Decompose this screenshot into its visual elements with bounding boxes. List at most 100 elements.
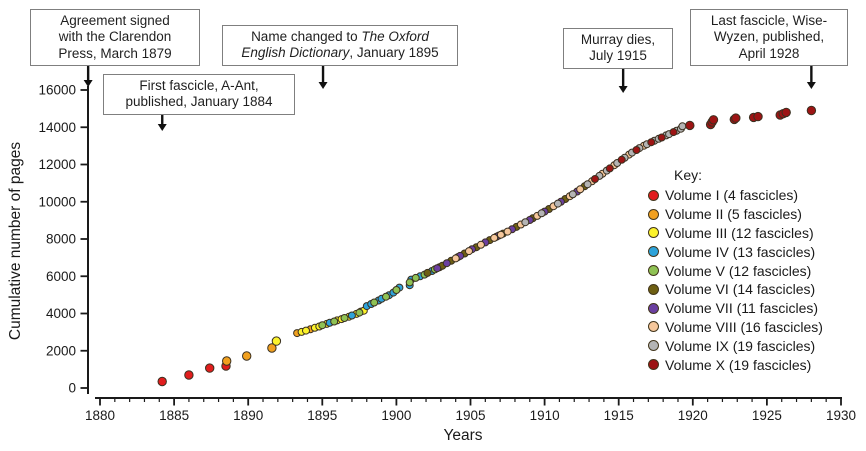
legend-dot-icon xyxy=(648,208,659,220)
x-tick-label: 1930 xyxy=(826,408,856,423)
legend-label: Volume V (12 fascicles) xyxy=(665,262,812,279)
annotation-italic-segment: English Dictionary xyxy=(241,45,350,61)
legend-row-vol-8: Volume VIII (16 fascicles) xyxy=(648,318,823,337)
legend-dot-icon xyxy=(648,189,659,201)
data-point-vol-1 xyxy=(205,363,215,373)
annotation-text-line: English Dictionary, January 1895 xyxy=(227,45,453,61)
data-point-vol-1 xyxy=(157,376,167,387)
data-point-vol-5 xyxy=(318,321,327,330)
data-point-vol-10 xyxy=(731,113,741,123)
legend-dot-icon xyxy=(648,302,659,314)
data-point-vol-10 xyxy=(605,164,614,173)
annotation-box-3: Name changed to The Oxford English Dictio… xyxy=(222,25,458,66)
data-point-vol-5 xyxy=(355,308,364,317)
annotation-text-line: Wyzen, published, xyxy=(695,29,843,45)
annotation-segment: Murray dies, xyxy=(580,32,656,47)
annotation-segment: with the Clarendon xyxy=(58,29,172,45)
data-point-vol-10 xyxy=(669,128,678,137)
x-tick-label: 1920 xyxy=(678,408,708,423)
annotation-text-line: Press, March 1879 xyxy=(35,46,195,62)
data-point-vol-9 xyxy=(568,190,577,199)
data-point-vol-9 xyxy=(537,209,546,218)
annotation-text-line: Agreement signed xyxy=(35,13,195,29)
annotation-box-2: First fascicle, A-Ant, published, January… xyxy=(103,74,295,115)
x-tick-label: 1885 xyxy=(159,408,189,423)
legend-dot-icon xyxy=(648,227,659,239)
data-point-vol-8 xyxy=(476,240,485,249)
annotation-arrow-head xyxy=(318,82,328,89)
data-point-vol-6 xyxy=(423,268,432,277)
data-point-vol-5 xyxy=(405,278,414,287)
annotation-segment: First fascicle, A-Ant, xyxy=(139,78,259,93)
annotation-segment: Last fascicle, Wise- xyxy=(710,13,828,28)
y-tick-label: 4000 xyxy=(46,306,76,321)
x-tick-label: 1880 xyxy=(85,408,115,423)
annotation-arrow-head xyxy=(618,86,628,93)
x-tick-label: 1910 xyxy=(530,408,560,423)
y-tick-label: 14000 xyxy=(38,120,76,135)
data-point-vol-1 xyxy=(184,370,194,380)
annotation-segment: , January 1895 xyxy=(349,45,439,61)
data-point-vol-5 xyxy=(370,298,379,307)
x-tick-label: 1900 xyxy=(381,408,411,423)
data-point-vol-10 xyxy=(753,111,763,122)
y-tick-label: 6000 xyxy=(46,269,76,284)
legend-dot-icon xyxy=(648,265,659,277)
data-point-vol-8 xyxy=(451,254,460,263)
legend-label: Volume IV (13 fascicles) xyxy=(665,243,816,260)
data-point-vol-8 xyxy=(496,230,505,239)
legend-row-vol-2: Volume II (5 fascicles) xyxy=(648,205,823,224)
annotation-text-line: with the Clarendon xyxy=(35,29,195,45)
legend-dot-icon xyxy=(648,359,659,371)
data-point-vol-9 xyxy=(678,122,687,131)
legend-dot-icon xyxy=(648,246,659,258)
annotation-segment: April 1928 xyxy=(738,45,800,61)
data-point-vol-7 xyxy=(442,259,451,268)
data-point-vol-5 xyxy=(382,292,390,301)
annotation-text-line: Murray dies, xyxy=(568,32,668,48)
legend-dot-icon xyxy=(648,321,659,333)
data-point-vol-3 xyxy=(271,336,282,346)
annotation-box-4: Murray dies, July 1915 xyxy=(563,28,673,69)
data-point-vol-5 xyxy=(330,317,339,326)
annotation-italic-segment: The Oxford xyxy=(361,29,429,44)
legend-row-vol-3: Volume III (12 fascicles) xyxy=(648,224,823,243)
x-tick-label: 1895 xyxy=(307,408,337,423)
legend: Key: Volume I (4 fascicles) Volume II (5 … xyxy=(648,167,823,374)
legend-label: Volume VII (11 fascicles) xyxy=(665,300,819,317)
annotation-segment: Press, March 1879 xyxy=(58,45,172,61)
annotation-text-line: Name changed to The Oxford xyxy=(227,29,453,45)
data-point-vol-5 xyxy=(340,314,349,322)
data-point-vol-8 xyxy=(576,185,585,194)
x-axis-title: Years xyxy=(443,427,482,444)
legend-row-vol-7: Volume VII (11 fascicles) xyxy=(648,299,823,318)
annotation-segment: published, January 1884 xyxy=(125,94,273,110)
y-tick-label: 0 xyxy=(68,381,76,396)
data-point-vol-2 xyxy=(267,343,277,353)
annotation-text-line: April 1928 xyxy=(695,46,843,62)
annotation-arrow-head xyxy=(806,82,816,89)
data-point-vol-5 xyxy=(392,286,401,294)
legend-label: Volume VI (14 fascicles) xyxy=(665,281,816,298)
annotation-box-5: Last fascicle, Wise- Wyzen, published, Apr… xyxy=(690,9,848,67)
x-tick-label: 1905 xyxy=(455,408,485,423)
data-point-vol-10 xyxy=(617,155,626,164)
legend-row-vol-4: Volume IV (13 fascicles) xyxy=(648,242,823,261)
legend-title: Key: xyxy=(674,167,703,183)
data-point-vol-10 xyxy=(708,115,719,125)
legend-rows: Volume I (4 fascicles) Volume II (5 fasci… xyxy=(648,186,823,374)
legend-row-vol-5: Volume V (12 fascicles) xyxy=(648,261,823,280)
y-tick-label: 8000 xyxy=(46,232,76,247)
data-point-vol-2 xyxy=(242,351,252,361)
data-point-vol-10 xyxy=(685,120,695,131)
annotation-segment: Name changed to xyxy=(251,29,362,44)
data-point-vol-10 xyxy=(647,138,656,147)
data-point-vol-2 xyxy=(222,356,232,366)
data-point-vol-8 xyxy=(490,233,499,242)
annotation-segment: Agreement signed xyxy=(60,13,170,28)
annotation-segment: July 1915 xyxy=(589,48,647,64)
data-point-vol-8 xyxy=(503,227,512,236)
data-point-vol-10 xyxy=(657,133,666,142)
